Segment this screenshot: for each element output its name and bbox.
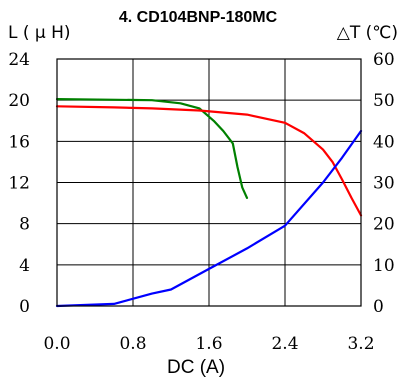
y-right-tick-label: 40 [373,132,395,152]
y-axis-right-label: △T (℃) [337,23,398,43]
x-tick-label: 2.4 [271,334,298,354]
y-left-tick-label: 0 [19,297,30,317]
x-axis-label: DC (A) [167,357,225,378]
x-tick-label: 3.2 [347,334,374,354]
grid-layer [57,59,361,306]
y-right-tick-label: 60 [373,50,395,70]
temperature-rise-line-blue [55,129,363,308]
y-left-tick-label: 20 [8,91,30,111]
y-right-tick-label: 30 [373,174,395,194]
y-left-tick-label: 12 [8,174,30,194]
y-left-tick-label: 24 [8,50,30,70]
y-right-tick-label: 50 [373,91,395,111]
y-axis-left-label: L ( μ H) [8,23,71,43]
chart-title: 4. CD104BNP-180MC [119,9,278,26]
y-left-tick-label: 4 [19,256,30,276]
plot-frame [56,58,362,307]
inductance-line-red [55,105,363,217]
x-tick-label: 0.8 [119,334,146,354]
x-tick-label: 1.6 [195,334,222,354]
y-right-tick-label: 0 [373,297,384,317]
x-tick-label: 0.0 [43,334,70,354]
y-right-tick-label: 20 [373,215,395,235]
y-left-tick-label: 8 [19,215,30,235]
tick-layer: 0.0 0.8 1.6 2.4 3.2 0 0 4 10 8 20 12 30 16 40 20 50 24 60 [8,50,394,354]
y-right-tick-label: 10 [373,256,395,276]
y-left-tick-label: 16 [8,132,30,152]
inductance-line-green [55,97,249,199]
series-layer [55,97,363,308]
